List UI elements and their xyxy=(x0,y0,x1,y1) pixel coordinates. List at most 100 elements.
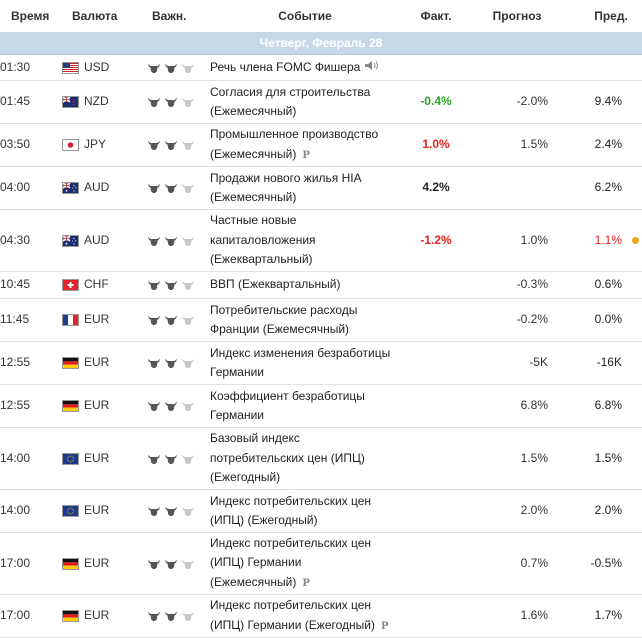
event-currency-cell: AUD xyxy=(62,166,140,210)
event-row[interactable]: 11:45 EUR Потребительские расходы Франции (… xyxy=(0,298,642,342)
bull-icon-active xyxy=(147,235,161,247)
jp-flag-icon xyxy=(62,139,79,151)
event-row[interactable]: 03:50 JPY Промышленное производство (Ежемес… xyxy=(0,123,642,167)
currency-code: EUR xyxy=(84,450,110,465)
event-name-line: Частные новые xyxy=(210,211,400,231)
event-name-line: (Ежеквартальный) xyxy=(210,250,400,270)
event-row[interactable]: 01:45 NZD Согласия для строительства (Ежеме… xyxy=(0,80,642,124)
bull-icon-active xyxy=(164,357,178,369)
event-name-line: (ИПЦ) Германии xyxy=(210,553,400,573)
event-name-text: Согласия для строительства xyxy=(210,84,371,99)
de-flag-icon xyxy=(62,357,79,369)
bull-icon-active xyxy=(164,182,178,194)
event-row[interactable]: 14:00 EUR Индекс потребительских цен (ИПЦ) … xyxy=(0,489,642,533)
event-name-text: (Ежегодный) xyxy=(210,470,281,485)
event-name[interactable]: Индекс потребительских цен (ИПЦ) Германии… xyxy=(210,532,400,595)
bull-icon-active xyxy=(164,279,178,291)
bull-icon-inactive xyxy=(181,400,195,412)
event-name-text: (ИПЦ) (Ежегодный) xyxy=(210,513,318,527)
event-actual xyxy=(400,384,472,428)
event-currency-cell: JPY xyxy=(62,123,140,167)
event-name[interactable]: Коэффициент безработицы Германии xyxy=(210,384,400,428)
header-actual[interactable]: Факт. xyxy=(400,0,472,32)
event-name-text: Индекс потребительских цен xyxy=(210,493,372,508)
bull-icon-active xyxy=(147,62,161,74)
event-name-text: Индекс потребительских цен xyxy=(210,535,372,550)
header-forecast[interactable]: Прогноз xyxy=(472,0,562,32)
event-row[interactable]: 04:00 AUD Продажи нового жилья HIA (Ежемеся… xyxy=(0,166,642,210)
event-name[interactable]: Базовый индекс потребительских цен (ИПЦ) (… xyxy=(210,427,400,490)
event-row[interactable]: 04:30 AUD Частные новые капиталовложения (Еж… xyxy=(0,209,642,272)
event-row[interactable]: 17:00 EUR Индекс потребительских цен (ИПЦ) … xyxy=(0,594,642,638)
event-actual xyxy=(400,532,472,595)
event-name[interactable]: Речь члена FOMC Фишера xyxy=(210,54,400,81)
bull-icon-active xyxy=(147,505,161,517)
header-previous[interactable]: Пред. xyxy=(562,0,642,32)
header-currency[interactable]: Валюта xyxy=(62,0,140,32)
event-row[interactable]: 17:00 EUR Индекс потребительских цен (ИПЦ) … xyxy=(0,532,642,595)
event-name[interactable]: ВВП (Ежеквартальный) xyxy=(210,271,400,299)
event-forecast: 6.8% xyxy=(472,384,562,428)
event-name[interactable]: Индекс потребительских цен (ИПЦ) Германии… xyxy=(210,594,400,638)
au-flag-icon xyxy=(62,234,79,247)
bull-icon-active xyxy=(164,453,178,465)
event-importance xyxy=(140,594,210,638)
event-row[interactable]: 14:00 EUR Базовый индекс потребительских це… xyxy=(0,427,642,490)
event-currency-cell: CHF xyxy=(62,271,140,299)
event-importance xyxy=(140,271,210,299)
event-previous: 0.0% xyxy=(594,312,622,327)
event-forecast: 1.0% xyxy=(472,209,562,272)
event-actual xyxy=(400,427,472,490)
event-name-text: Базовый индекс xyxy=(210,431,300,446)
event-name-text: (Ежемесячный) xyxy=(210,146,297,161)
header-event[interactable]: Событие xyxy=(210,0,400,32)
event-importance xyxy=(140,123,210,167)
event-name-text: Коэффициент безработицы xyxy=(210,388,365,403)
event-currency-cell: EUR xyxy=(62,384,140,428)
event-time: 17:00 xyxy=(0,594,62,638)
preliminary-icon: P xyxy=(380,620,389,632)
event-importance xyxy=(140,532,210,595)
event-previous: 6.8% xyxy=(594,398,622,413)
header-time[interactable]: Время xyxy=(0,0,62,32)
header-importance[interactable]: Важн. xyxy=(140,0,210,32)
bull-icon-inactive xyxy=(181,96,195,108)
bull-icon-active xyxy=(164,558,178,570)
revised-dot-icon[interactable] xyxy=(632,237,639,244)
event-currency-cell: EUR xyxy=(62,298,140,342)
event-actual xyxy=(400,298,472,342)
event-name[interactable]: Частные новые капиталовложения (Ежеквартал… xyxy=(210,209,400,272)
de-flag-icon xyxy=(62,400,79,412)
event-name-text: Потребительские расходы xyxy=(210,302,358,317)
event-row[interactable]: 12:55 EUR Коэффициент безработицы Германии 6… xyxy=(0,384,642,428)
event-currency-cell: EUR xyxy=(62,427,140,490)
event-name-text: Германии xyxy=(210,365,264,379)
event-name-line: Согласия для строительства xyxy=(210,83,400,103)
currency-code: EUR xyxy=(84,555,110,570)
bull-icon-active xyxy=(164,505,178,517)
bull-icon-active xyxy=(164,235,178,247)
event-name[interactable]: Согласия для строительства (Ежемесячный) xyxy=(210,80,400,124)
day-separator: Четверг, Февраль 28 xyxy=(0,32,642,55)
eu-flag-icon xyxy=(62,505,79,517)
bull-icon-inactive xyxy=(181,453,195,465)
event-row[interactable]: 12:55 EUR Индекс изменения безработицы Герм… xyxy=(0,341,642,385)
event-name[interactable]: Потребительские расходы Франции (Ежемесяч… xyxy=(210,298,400,342)
event-row[interactable]: 01:30 USD Речь члена FOMC Фишера xyxy=(0,54,642,81)
event-name-text: Промышленное производство xyxy=(210,127,379,141)
event-time: 17:00 xyxy=(0,532,62,595)
bull-icon-inactive xyxy=(181,357,195,369)
au-flag-icon xyxy=(62,182,79,194)
event-name-text: потребительских цен (ИПЦ) xyxy=(210,450,365,465)
event-actual xyxy=(400,594,472,638)
bull-icon-inactive xyxy=(181,139,195,151)
event-name[interactable]: Продажи нового жилья HIA (Ежемесячный) xyxy=(210,166,400,210)
event-row[interactable]: 10:45 CHF ВВП (Ежеквартальный) -0.3% 0.6% xyxy=(0,271,642,299)
event-name[interactable]: Индекс изменения безработицы Германии xyxy=(210,341,400,385)
event-name[interactable]: Промышленное производство (Ежемесячный) P xyxy=(210,123,400,167)
event-importance xyxy=(140,341,210,385)
bull-icon-active xyxy=(147,279,161,291)
event-time: 11:45 xyxy=(0,298,62,342)
event-name-line: Франции (Ежемесячный) xyxy=(210,320,400,340)
event-name[interactable]: Индекс потребительских цен (ИПЦ) (Ежегодн… xyxy=(210,489,400,533)
